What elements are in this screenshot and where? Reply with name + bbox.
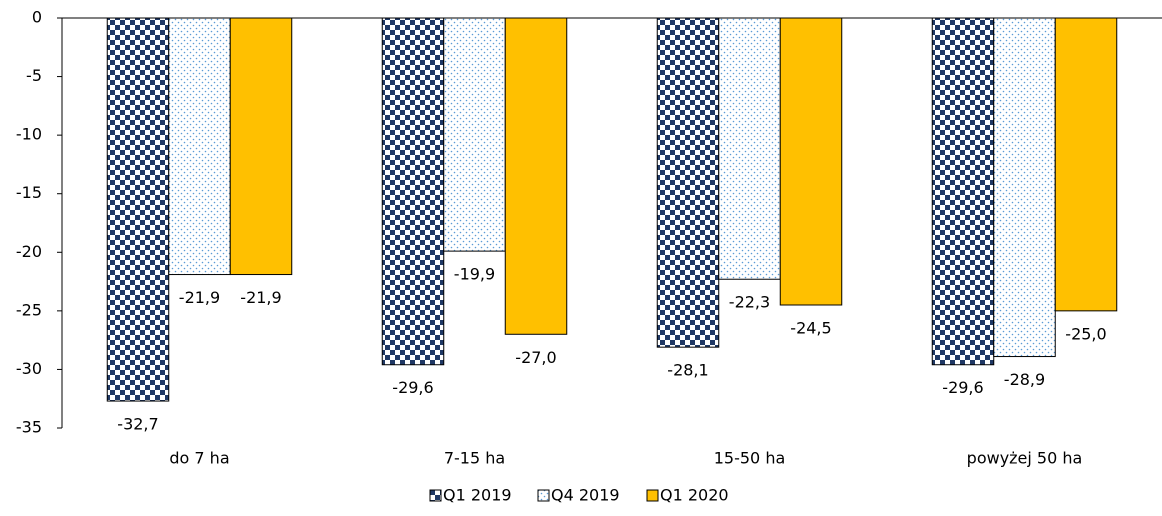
x-tick-label: powyżej 50 ha [967,449,1083,468]
bar [1054,17,1118,312]
bar [168,17,231,276]
y-tick-label: -25 [16,300,42,319]
value-label: -21,9 [240,288,281,307]
y-tick-label: 0 [32,8,42,27]
bar [229,17,293,276]
value-label: -24,5 [790,319,831,338]
x-tick-label: 7-15 ha [444,449,505,468]
x-tick-label: do 7 ha [169,449,229,468]
bar [656,17,720,348]
legend-swatch [429,489,442,502]
bar [381,17,445,366]
value-label: -22,3 [729,293,770,312]
bar [993,17,1056,358]
value-label: -28,9 [1004,370,1045,389]
value-label: -21,9 [179,288,220,307]
bar [779,17,843,306]
value-label: -27,0 [515,348,556,367]
bar [443,17,506,252]
legend-swatch [537,489,550,502]
bar [718,17,781,280]
legend-label: Q1 2020 [660,486,729,505]
y-tick-label: -15 [16,183,42,202]
bar [931,17,995,366]
y-tick-label: -5 [26,66,42,85]
y-tick-label: -20 [16,242,42,261]
y-tick-label: -30 [16,359,42,378]
y-tick-label: -10 [16,125,42,144]
value-label: -28,1 [667,361,708,380]
legend-label: Q4 2019 [551,486,620,505]
value-label: -29,6 [942,378,983,397]
legend-swatch [646,489,659,502]
x-tick-label: 15-50 ha [714,449,786,468]
y-tick-label: -35 [16,418,42,437]
value-label: -19,9 [454,265,495,284]
value-label: -29,6 [392,378,433,397]
bar [504,17,568,335]
value-label: -32,7 [117,415,158,434]
bar [106,17,170,402]
legend-label: Q1 2019 [443,486,512,505]
value-label: -25,0 [1065,324,1106,343]
